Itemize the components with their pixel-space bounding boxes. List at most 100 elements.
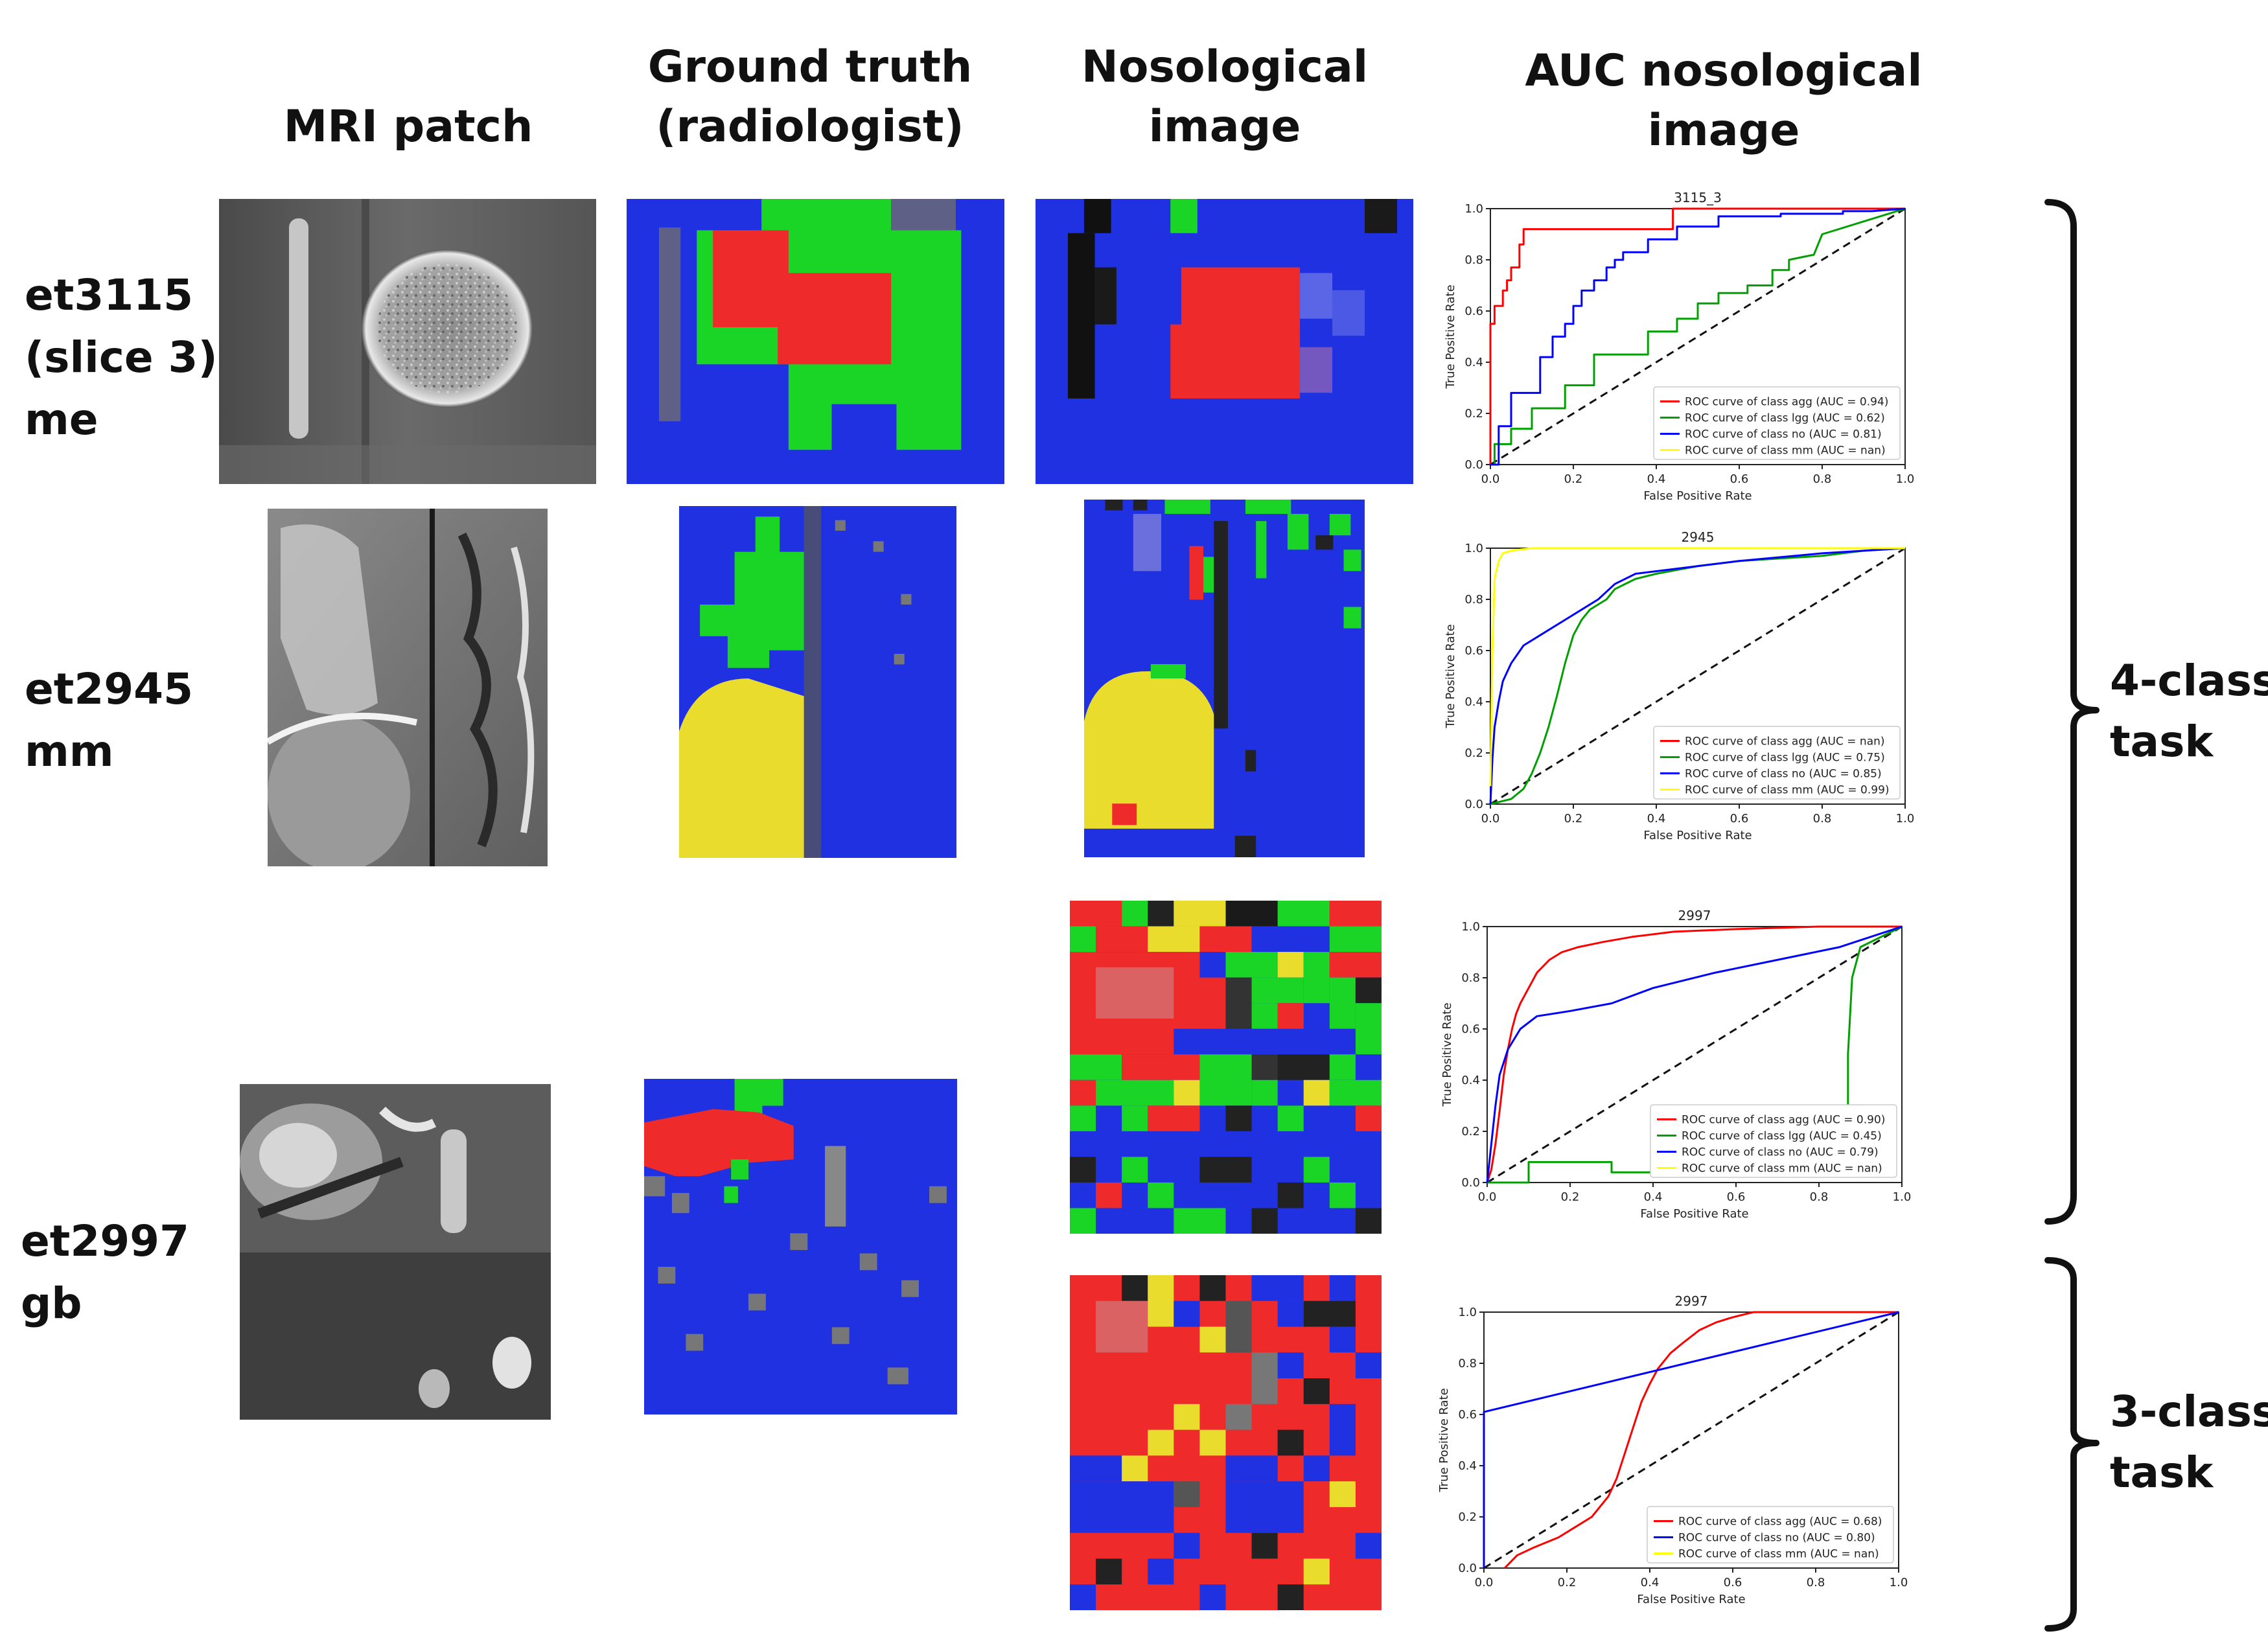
legend-entry: ROC curve of class agg (AUC = 0.68)	[1678, 1516, 1882, 1529]
x-tick-label: 0.2	[1558, 1576, 1577, 1589]
task-line: task	[2110, 717, 2214, 767]
y-tick-label: 0.8	[1461, 971, 1480, 985]
legend-entry: ROC curve of class no (AUC = 0.81)	[1685, 428, 1882, 441]
mri-patch-et2945	[268, 509, 548, 866]
case-line: gb	[21, 1278, 82, 1328]
x-tick-label: 0.0	[1481, 472, 1500, 486]
header-line: AUC nosological	[1525, 45, 1923, 97]
legend-entry: ROC curve of class no (AUC = 0.79)	[1682, 1146, 1879, 1159]
legend-entry: ROC curve of class agg (AUC = 0.94)	[1685, 396, 1888, 409]
brace-3class	[2044, 1257, 2100, 1632]
y-axis-label: True Positive Rate	[1444, 284, 1457, 389]
header-line: image	[1647, 105, 1800, 156]
nosological-image-et2945	[1084, 500, 1365, 857]
task-label-3class: 3-class task	[2110, 1381, 2268, 1503]
x-tick-label: 0.6	[1724, 1576, 1742, 1589]
series-line	[1490, 207, 1906, 466]
x-tick-label: 0.0	[1475, 1576, 1494, 1589]
series-line	[1483, 1311, 1899, 1568]
x-tick-label: 1.0	[1896, 472, 1915, 486]
nosological-image-et2997-3class	[1070, 1275, 1382, 1610]
y-tick-label: 1.0	[1458, 1306, 1477, 1319]
case-line: me	[25, 395, 98, 444]
chart-title: 2945	[1682, 529, 1715, 545]
header-nosological: Nosological image	[1063, 38, 1387, 157]
legend-entry: ROC curve of class agg (AUC = nan)	[1685, 735, 1885, 748]
case-label-et3115: et3115 (slice 3) me	[25, 264, 218, 451]
y-tick-label: 0.2	[1464, 407, 1483, 421]
chart-title: 2997	[1678, 908, 1711, 923]
y-axis-label: True Positive Rate	[1444, 624, 1457, 728]
y-tick-label: 0.4	[1458, 1459, 1477, 1473]
nosological-image-et3115	[1036, 199, 1413, 484]
x-tick-label: 0.2	[1564, 812, 1583, 826]
x-tick-label: 1.0	[1893, 1190, 1912, 1204]
plot-frame	[1487, 926, 1903, 1183]
y-tick-label: 0.0	[1464, 798, 1483, 811]
header-mri-patch: MRI patch	[279, 97, 538, 157]
header-auc: AUC nosological image	[1510, 41, 1938, 161]
chance-diagonal	[1490, 547, 1906, 805]
nosological-image-et2997-4class	[1070, 901, 1382, 1234]
y-tick-label: 0.2	[1458, 1510, 1477, 1524]
x-tick-label: 0.0	[1478, 1190, 1497, 1204]
chance-diagonal	[1487, 925, 1903, 1184]
case-line: et2997	[21, 1216, 190, 1266]
ground-truth-et2997	[644, 1079, 957, 1414]
series-line	[1486, 925, 1902, 1183]
legend-entry: ROC curve of class mm (AUC = 0.99)	[1685, 784, 1890, 797]
chance-diagonal	[1483, 1311, 1899, 1569]
legend-entry: ROC curve of class mm (AUC = nan)	[1685, 444, 1886, 457]
roc-chart-2997-4class: 2997 0.0 0.2 0.4 0.6 0.8 1.0 0.0 0.2 0.4 0.6 0.8 1.0…	[1441, 908, 1912, 1221]
y-tick-label: 0.2	[1464, 746, 1483, 760]
x-tick-label: 0.6	[1730, 472, 1749, 486]
y-tick-label: 0.8	[1458, 1357, 1477, 1370]
legend-entry: ROC curve of class agg (AUC = 0.90)	[1682, 1114, 1885, 1127]
x-tick-label: 0.8	[1813, 812, 1832, 826]
header-line: Nosological	[1081, 41, 1369, 93]
x-tick-label: 0.6	[1730, 812, 1749, 826]
y-tick-label: 1.0	[1461, 920, 1480, 934]
y-tick-label: 0.0	[1464, 458, 1483, 472]
legend-entry: ROC curve of class no (AUC = 0.80)	[1678, 1532, 1875, 1545]
x-tick-label: 0.2	[1564, 472, 1583, 486]
y-tick-label: 0.2	[1461, 1125, 1480, 1138]
x-tick-label: 0.8	[1807, 1576, 1825, 1589]
series-line	[1503, 1311, 1899, 1569]
x-tick-label: 0.2	[1561, 1190, 1580, 1204]
chance-diagonal	[1490, 207, 1906, 466]
y-tick-label: 0.4	[1461, 1074, 1480, 1087]
y-tick-label: 0.6	[1461, 1022, 1480, 1036]
x-tick-label: 0.8	[1813, 472, 1832, 486]
mri-patch-et3115	[219, 199, 596, 484]
task-line: 3-class	[2110, 1387, 2268, 1437]
y-axis-label: True Positive Rate	[1437, 1388, 1451, 1492]
brace-4class	[2044, 199, 2100, 1225]
y-tick-label: 0.4	[1464, 695, 1483, 709]
mri-patch-et2997	[240, 1084, 551, 1420]
x-tick-label: 0.4	[1647, 472, 1666, 486]
legend-entry: ROC curve of class mm (AUC = nan)	[1682, 1162, 1882, 1175]
legend-entry: ROC curve of class lgg (AUC = 0.75)	[1685, 752, 1885, 765]
y-tick-label: 0.4	[1464, 356, 1483, 369]
case-line: mm	[25, 726, 114, 776]
legend-entry: ROC curve of class lgg (AUC = 0.62)	[1685, 412, 1885, 425]
task-line: 4-class	[2110, 656, 2268, 706]
y-tick-label: 0.8	[1464, 593, 1483, 606]
x-tick-label: 1.0	[1896, 812, 1915, 826]
x-tick-label: 0.4	[1644, 1190, 1663, 1204]
legend-box	[1650, 1104, 1897, 1178]
case-label-et2945: et2945 mm	[25, 658, 193, 783]
roc-chart-3115-3: 3115_3 0.0 0.2 0.4 0.6 0.8 1.0 0.0 0.2 0.4 0.6 0.8 1…	[1444, 190, 1915, 503]
header-line: MRI patch	[283, 101, 533, 152]
legend-entry: ROC curve of class lgg (AUC = 0.45)	[1682, 1130, 1882, 1143]
series-line	[1489, 547, 1905, 787]
case-line: et3115	[25, 270, 194, 320]
x-axis-label: False Positive Rate	[1643, 829, 1752, 842]
chart-title: 3115_3	[1674, 190, 1722, 205]
chart-title: 2997	[1675, 1293, 1708, 1309]
x-tick-label: 0.0	[1481, 812, 1500, 826]
x-tick-label: 0.4	[1641, 1576, 1660, 1589]
y-tick-label: 0.8	[1464, 253, 1483, 267]
series-line	[1489, 207, 1905, 465]
